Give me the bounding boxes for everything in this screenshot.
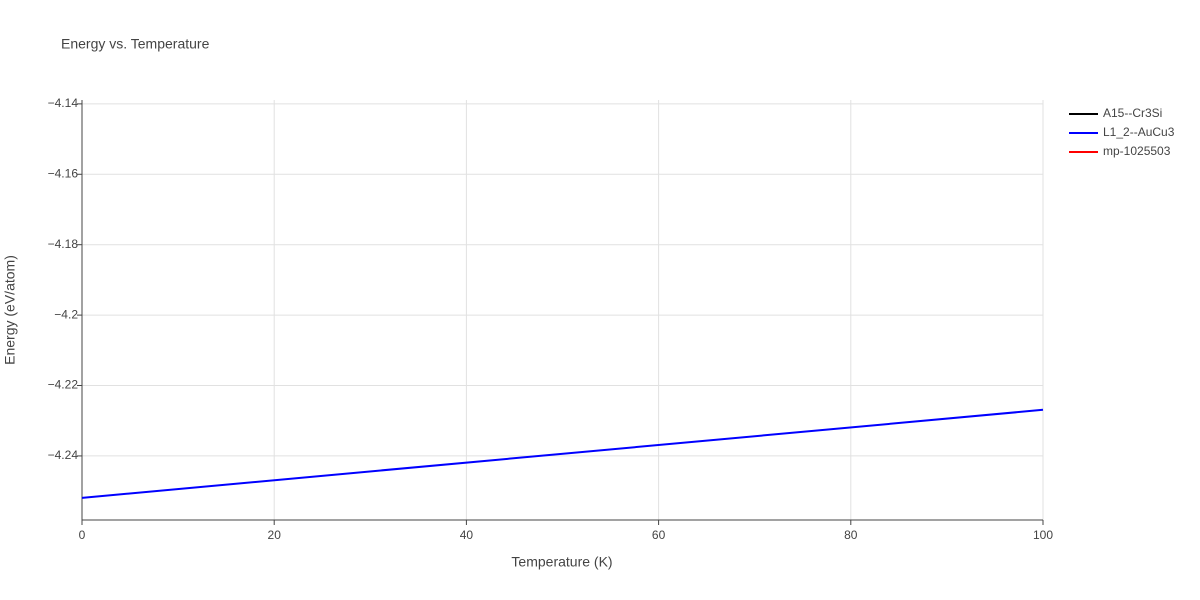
x-axis-title: Temperature (K) (511, 554, 612, 570)
y-tick-label: −4.24 (48, 448, 79, 462)
legend-label: L1_2--AuCu3 (1103, 125, 1175, 139)
y-tick-label: −4.18 (48, 237, 79, 251)
x-tick-label: 20 (268, 528, 282, 542)
x-tick-label: 80 (844, 528, 858, 542)
chart-title: Energy vs. Temperature (61, 36, 210, 52)
line (81, 408, 1044, 499)
x-tick-label: 40 (460, 528, 474, 542)
legend-label: mp-1025503 (1103, 144, 1171, 158)
y-tick-label: −4.14 (48, 96, 79, 110)
y-tick-label: −4.16 (48, 166, 79, 180)
y-tick-label: −4.22 (48, 378, 79, 392)
x-tick-label: 100 (1033, 528, 1053, 542)
x-tick-label: 0 (79, 528, 86, 542)
x-tick-label: 60 (652, 528, 666, 542)
y-axis-title: Energy (eV/atom) (2, 255, 18, 365)
legend-label: A15--Cr3Si (1103, 106, 1162, 120)
y-tick-label: −4.2 (54, 307, 78, 321)
